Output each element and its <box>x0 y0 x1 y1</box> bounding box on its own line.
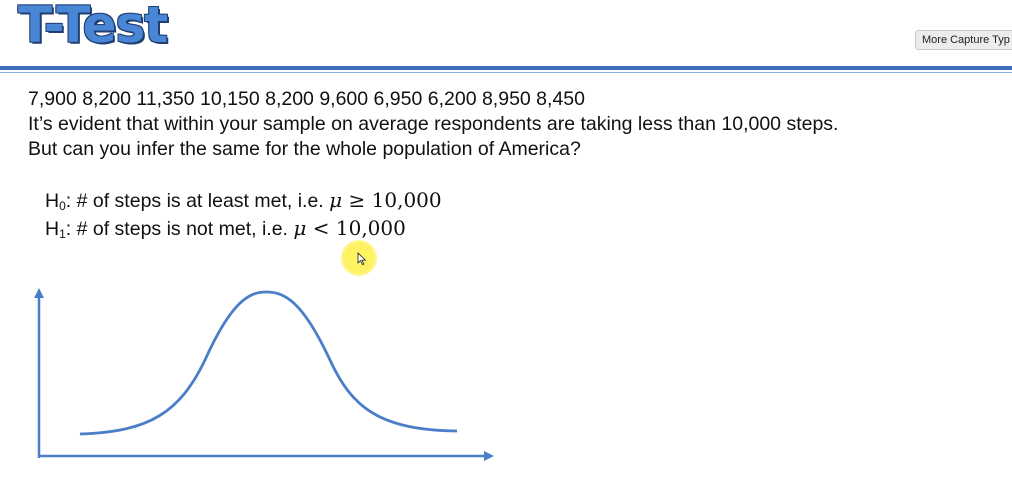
observation-line: It’s evident that within your sample on … <box>28 113 839 135</box>
alternative-hypothesis-text: : # of steps is not met, i.e. <box>65 218 294 240</box>
mu-symbol: μ <box>329 188 343 212</box>
normal-distribution-sketch <box>34 288 494 461</box>
more-capture-types-button[interactable]: More Capture Typ <box>915 30 1012 50</box>
alternative-hypothesis-value: 10,000 <box>335 216 406 240</box>
greater-equal-operator: ≥ <box>348 188 366 212</box>
title-underline <box>0 66 1012 70</box>
slide-title: T-Test <box>18 0 168 54</box>
x-axis-arrowhead <box>484 451 494 461</box>
pointer-arrow-icon <box>357 252 367 266</box>
title-underline-thin <box>0 72 1012 73</box>
alternative-hypothesis: H1: # of steps is not met, i.e. μ < 10,0… <box>45 216 406 241</box>
alternative-hypothesis-formula: μ < 10,000 <box>293 216 405 240</box>
less-than-operator: < <box>312 216 330 240</box>
mu-symbol: μ <box>293 216 307 240</box>
y-axis-arrowhead <box>34 288 44 298</box>
null-hypothesis-formula: μ ≥ 10,000 <box>329 188 441 212</box>
sample-data-line: 7,900 8,200 11,350 10,150 8,200 9,600 6,… <box>28 88 585 110</box>
alternative-hypothesis-subscript: 1 <box>59 227 66 241</box>
alternative-hypothesis-letter: H <box>45 218 60 240</box>
body-text: 7,900 8,200 11,350 10,150 8,200 9,600 6,… <box>28 87 1003 162</box>
null-hypothesis-letter: H <box>45 190 60 212</box>
null-hypothesis-value: 10,000 <box>371 188 442 212</box>
null-hypothesis-text: : # of steps is at least met, i.e. <box>65 190 330 212</box>
bell-curve <box>79 290 458 436</box>
null-hypothesis-subscript: 0 <box>59 199 66 213</box>
null-hypothesis: H0: # of steps is at least met, i.e. μ ≥… <box>45 188 442 213</box>
question-line: But can you infer the same for the whole… <box>28 138 581 160</box>
